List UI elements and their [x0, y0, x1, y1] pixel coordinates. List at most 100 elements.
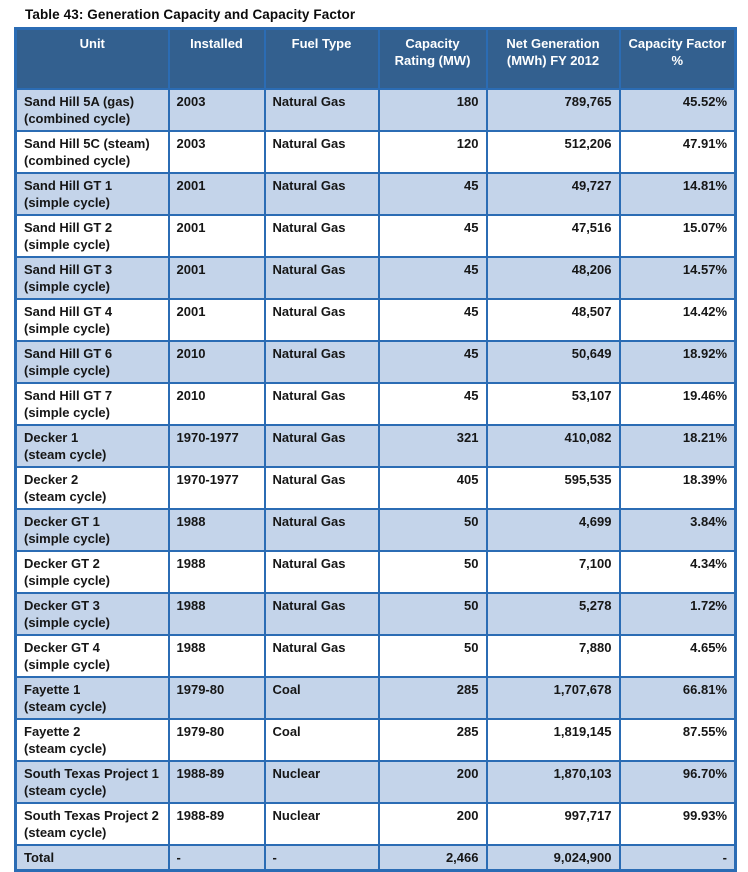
unit-cell: Decker GT 3 (simple cycle)	[14, 592, 170, 636]
unit-name: Decker GT 2	[24, 556, 100, 571]
installed-cell: 2001	[167, 172, 266, 216]
table-row: Sand Hill 5C (steam) (combined cycle) 20…	[14, 130, 737, 174]
capacity-factor-cell: 3.84%	[618, 508, 737, 552]
column-header-capacity-factor: Capacity Factor %	[618, 27, 737, 90]
capacity-rating-cell: 50	[377, 508, 488, 552]
fuel-type-cell: Natural Gas	[263, 382, 380, 426]
column-header-installed: Installed	[167, 27, 266, 90]
table-row: Decker GT 1 (simple cycle) 1988 Natural …	[14, 508, 737, 552]
total-installed-cell: -	[167, 844, 266, 872]
unit-cell: Decker 2 (steam cycle)	[14, 466, 170, 510]
capacity-factor-cell: 18.21%	[618, 424, 737, 468]
unit-cycle-type: (combined cycle)	[24, 111, 131, 126]
net-generation-cell: 49,727	[485, 172, 621, 216]
fuel-type-cell: Natural Gas	[263, 634, 380, 678]
unit-name: Sand Hill 5A (gas)	[24, 94, 135, 109]
fuel-type-cell: Natural Gas	[263, 466, 380, 510]
unit-cycle-type: (steam cycle)	[24, 825, 107, 840]
fuel-type-cell: Coal	[263, 718, 380, 762]
fuel-type-cell: Natural Gas	[263, 130, 380, 174]
unit-cycle-type: (steam cycle)	[24, 447, 107, 462]
net-generation-cell: 789,765	[485, 88, 621, 132]
net-generation-cell: 50,649	[485, 340, 621, 384]
table-row: Decker GT 2 (simple cycle) 1988 Natural …	[14, 550, 737, 594]
unit-cycle-type: (simple cycle)	[24, 657, 110, 672]
unit-cell: South Texas Project 1 (steam cycle)	[14, 760, 170, 804]
table-row: Fayette 2 (steam cycle) 1979-80 Coal 285…	[14, 718, 737, 762]
installed-cell: 1979-80	[167, 718, 266, 762]
net-generation-cell: 1,870,103	[485, 760, 621, 804]
net-generation-cell: 997,717	[485, 802, 621, 846]
total-fuel-type-cell: -	[263, 844, 380, 872]
unit-cell: Fayette 2 (steam cycle)	[14, 718, 170, 762]
unit-cell: Decker GT 1 (simple cycle)	[14, 508, 170, 552]
capacity-factor-cell: 45.52%	[618, 88, 737, 132]
net-generation-cell: 53,107	[485, 382, 621, 426]
unit-cell: Sand Hill GT 1 (simple cycle)	[14, 172, 170, 216]
fuel-type-cell: Coal	[263, 676, 380, 720]
capacity-factor-cell: 18.39%	[618, 466, 737, 510]
table-row: South Texas Project 2 (steam cycle) 1988…	[14, 802, 737, 846]
installed-cell: 2001	[167, 214, 266, 258]
unit-cycle-type: (combined cycle)	[24, 153, 131, 168]
capacity-rating-cell: 45	[377, 382, 488, 426]
unit-cycle-type: (steam cycle)	[24, 741, 107, 756]
total-net-generation-cell: 9,024,900	[485, 844, 621, 872]
capacity-rating-cell: 200	[377, 802, 488, 846]
installed-cell: 1988	[167, 508, 266, 552]
unit-cell: Decker 1 (steam cycle)	[14, 424, 170, 468]
column-header-fuel-type: Fuel Type	[263, 27, 380, 90]
capacity-factor-cell: 87.55%	[618, 718, 737, 762]
capacity-rating-cell: 120	[377, 130, 488, 174]
installed-cell: 2010	[167, 340, 266, 384]
column-header-unit: Unit	[14, 27, 170, 90]
capacity-rating-cell: 45	[377, 298, 488, 342]
unit-cell: Sand Hill GT 6 (simple cycle)	[14, 340, 170, 384]
net-generation-cell: 5,278	[485, 592, 621, 636]
capacity-rating-cell: 45	[377, 256, 488, 300]
net-generation-cell: 595,535	[485, 466, 621, 510]
unit-cycle-type: (steam cycle)	[24, 489, 107, 504]
capacity-factor-cell: 99.93%	[618, 802, 737, 846]
table-header: Unit Installed Fuel Type Capacity Rating…	[14, 27, 737, 90]
unit-cycle-type: (simple cycle)	[24, 363, 110, 378]
unit-name: Sand Hill GT 1	[24, 178, 113, 193]
table-row: Sand Hill 5A (gas) (combined cycle) 2003…	[14, 88, 737, 132]
installed-cell: 1979-80	[167, 676, 266, 720]
installed-cell: 2001	[167, 256, 266, 300]
net-generation-cell: 48,206	[485, 256, 621, 300]
unit-name: Sand Hill GT 7	[24, 388, 113, 403]
unit-cycle-type: (simple cycle)	[24, 405, 110, 420]
fuel-type-cell: Natural Gas	[263, 424, 380, 468]
capacity-factor-cell: 4.34%	[618, 550, 737, 594]
capacity-rating-cell: 180	[377, 88, 488, 132]
unit-cycle-type: (simple cycle)	[24, 279, 110, 294]
unit-name: Sand Hill GT 6	[24, 346, 113, 361]
unit-name: Decker 2	[24, 472, 79, 487]
capacity-factor-cell: 18.92%	[618, 340, 737, 384]
capacity-factor-cell: 14.81%	[618, 172, 737, 216]
table-row: Sand Hill GT 4 (simple cycle) 2001 Natur…	[14, 298, 737, 342]
fuel-type-cell: Nuclear	[263, 760, 380, 804]
capacity-factor-cell: 14.57%	[618, 256, 737, 300]
installed-cell: 1988-89	[167, 802, 266, 846]
unit-cell: Sand Hill GT 4 (simple cycle)	[14, 298, 170, 342]
unit-name: Sand Hill 5C (steam)	[24, 136, 150, 151]
capacity-rating-cell: 50	[377, 550, 488, 594]
unit-name: South Texas Project 1	[24, 766, 159, 781]
capacity-rating-cell: 45	[377, 172, 488, 216]
capacity-factor-cell: 96.70%	[618, 760, 737, 804]
capacity-rating-cell: 50	[377, 634, 488, 678]
installed-cell: 2003	[167, 88, 266, 132]
installed-cell: 2001	[167, 298, 266, 342]
fuel-type-cell: Natural Gas	[263, 508, 380, 552]
net-generation-cell: 1,819,145	[485, 718, 621, 762]
fuel-type-cell: Natural Gas	[263, 298, 380, 342]
unit-cell: Fayette 1 (steam cycle)	[14, 676, 170, 720]
unit-name: Decker 1	[24, 430, 79, 445]
unit-name: Fayette 1	[24, 682, 81, 697]
fuel-type-cell: Natural Gas	[263, 256, 380, 300]
fuel-type-cell: Natural Gas	[263, 550, 380, 594]
unit-name: Decker GT 4	[24, 640, 100, 655]
